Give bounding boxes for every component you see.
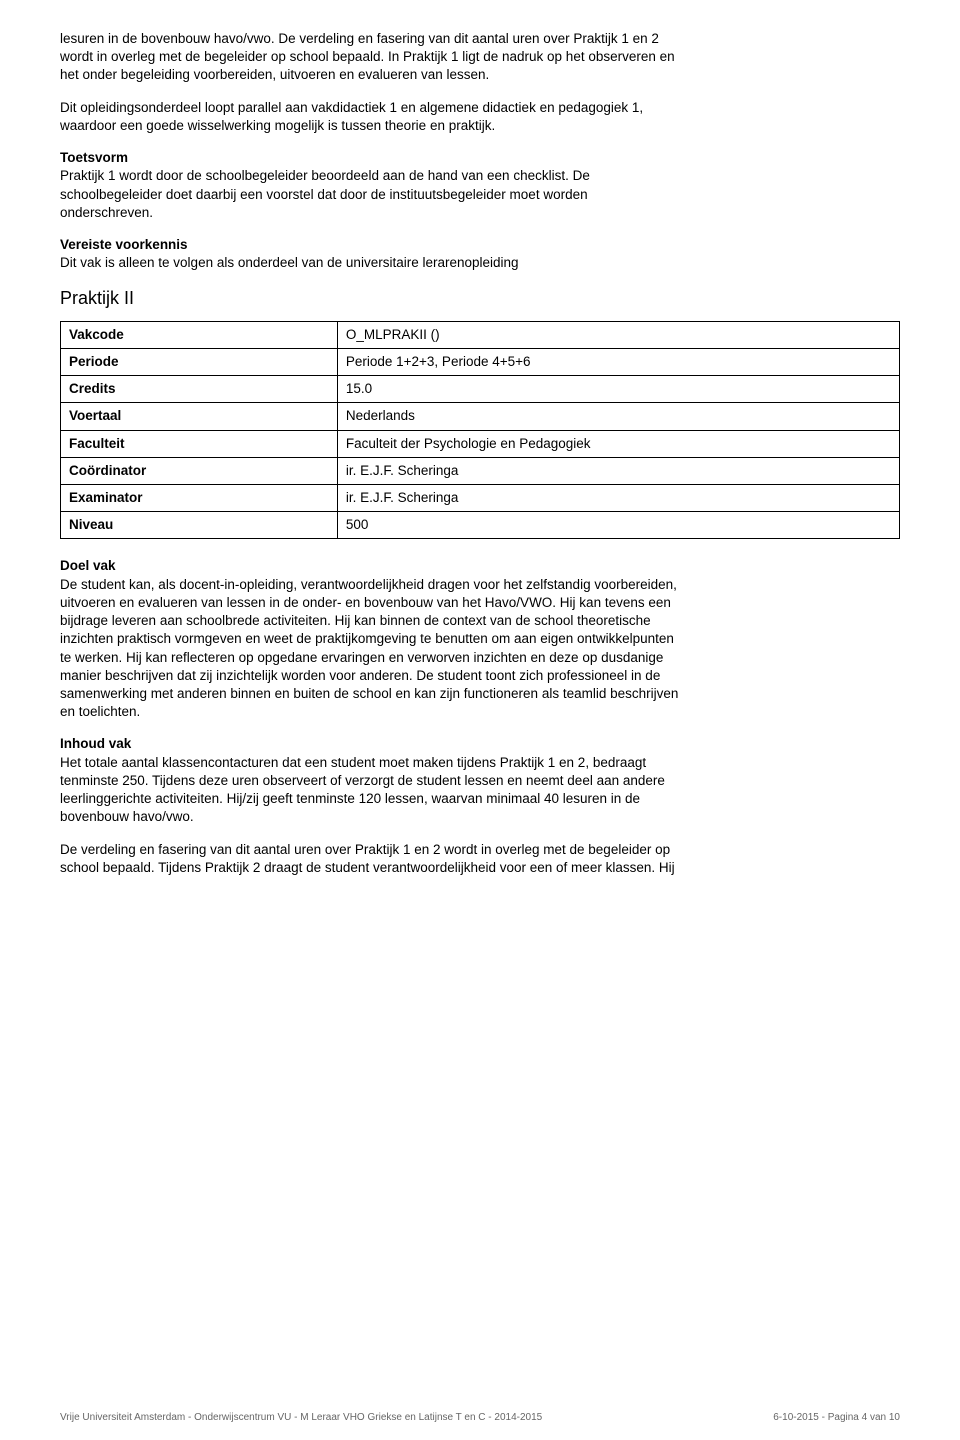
table-row: Credits15.0 <box>61 376 900 403</box>
paragraph-intro-1: lesuren in de bovenbouw havo/vwo. De ver… <box>60 30 680 85</box>
table-cell-value: Faculteit der Psychologie en Pedagogiek <box>337 430 899 457</box>
table-cell-label: Faculteit <box>61 430 338 457</box>
doel-body: De student kan, als docent-in-opleiding,… <box>60 577 678 720</box>
table-cell-value: O_MLPRAKII () <box>337 321 899 348</box>
doel-block: Doel vak De student kan, als docent-in-o… <box>60 557 680 721</box>
paragraph-intro-2: Dit opleidingsonderdeel loopt parallel a… <box>60 99 680 135</box>
table-cell-label: Voertaal <box>61 403 338 430</box>
footer-right: 6-10-2015 - Pagina 4 van 10 <box>773 1411 900 1425</box>
inhoud-body-1: Het totale aantal klassencontacturen dat… <box>60 755 665 825</box>
section-title-praktijk-ii: Praktijk II <box>60 286 900 310</box>
inhoud-block-1: Inhoud vak Het totale aantal klassencont… <box>60 735 680 826</box>
table-row: VoertaalNederlands <box>61 403 900 430</box>
table-cell-value: ir. E.J.F. Scheringa <box>337 485 899 512</box>
table-cell-label: Vakcode <box>61 321 338 348</box>
doel-heading: Doel vak <box>60 558 116 573</box>
toetsvorm-body: Praktijk 1 wordt door de schoolbegeleide… <box>60 168 590 219</box>
table-row: Niveau500 <box>61 512 900 539</box>
table-cell-value: 500 <box>337 512 899 539</box>
course-info-table: VakcodeO_MLPRAKII ()PeriodePeriode 1+2+3… <box>60 321 900 540</box>
table-cell-label: Periode <box>61 348 338 375</box>
inhoud-heading: Inhoud vak <box>60 736 131 751</box>
table-cell-value: Periode 1+2+3, Periode 4+5+6 <box>337 348 899 375</box>
table-cell-label: Coördinator <box>61 457 338 484</box>
table-cell-label: Credits <box>61 376 338 403</box>
toetsvorm-block: Toetsvorm Praktijk 1 wordt door de schoo… <box>60 149 680 222</box>
inhoud-block-2: De verdeling en fasering van dit aantal … <box>60 841 680 877</box>
table-cell-value: 15.0 <box>337 376 899 403</box>
table-row: VakcodeO_MLPRAKII () <box>61 321 900 348</box>
voorkennis-heading: Vereiste voorkennis <box>60 237 188 252</box>
voorkennis-block: Vereiste voorkennis Dit vak is alleen te… <box>60 236 680 272</box>
table-cell-label: Examinator <box>61 485 338 512</box>
table-row: PeriodePeriode 1+2+3, Periode 4+5+6 <box>61 348 900 375</box>
voorkennis-body: Dit vak is alleen te volgen als onderdee… <box>60 255 519 270</box>
table-cell-label: Niveau <box>61 512 338 539</box>
table-row: Coördinatorir. E.J.F. Scheringa <box>61 457 900 484</box>
toetsvorm-heading: Toetsvorm <box>60 150 128 165</box>
table-row: FaculteitFaculteit der Psychologie en Pe… <box>61 430 900 457</box>
table-cell-value: ir. E.J.F. Scheringa <box>337 457 899 484</box>
footer-left: Vrije Universiteit Amsterdam - Onderwijs… <box>60 1411 542 1425</box>
table-cell-value: Nederlands <box>337 403 899 430</box>
table-row: Examinatorir. E.J.F. Scheringa <box>61 485 900 512</box>
inhoud-body-2: De verdeling en fasering van dit aantal … <box>60 842 675 875</box>
page-footer: Vrije Universiteit Amsterdam - Onderwijs… <box>60 1411 900 1425</box>
